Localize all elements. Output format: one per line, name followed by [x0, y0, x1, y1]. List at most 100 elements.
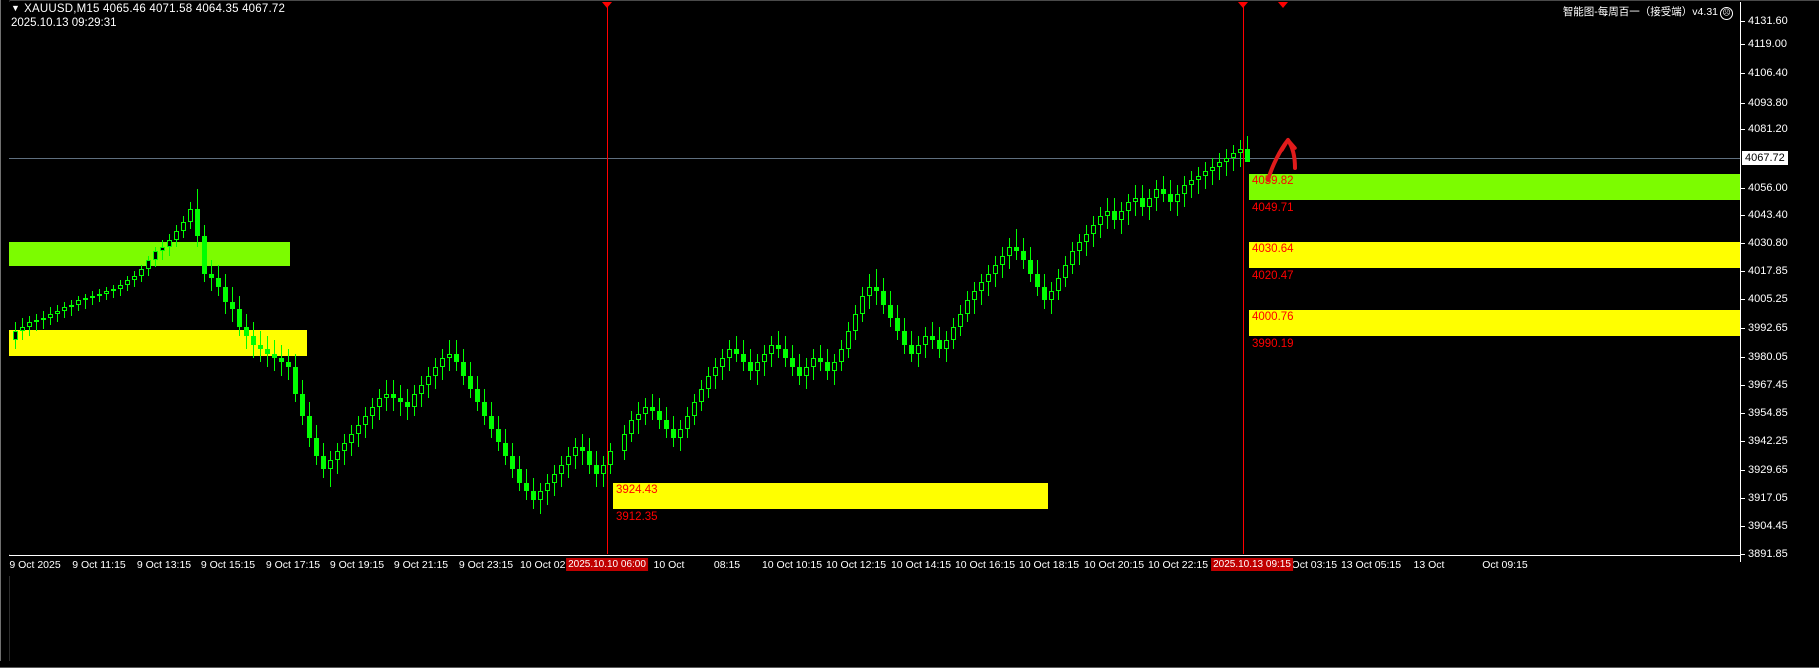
time-axis-label: 10 Oct 16:15 [954, 559, 1016, 571]
candle-body [1112, 211, 1117, 221]
candle-body [1126, 202, 1131, 212]
crosshair-line-1-top-marker[interactable] [602, 2, 612, 8]
chart-menu-caret-icon[interactable]: ▼ [11, 3, 21, 13]
candle-body [853, 313, 858, 332]
candle-body [783, 349, 788, 359]
candle-body [881, 291, 886, 305]
price-axis-label: 3954.85 [1748, 407, 1788, 419]
candle-body [888, 304, 893, 318]
candle-body [986, 273, 991, 283]
candle-body [97, 293, 102, 296]
candle-body [461, 362, 466, 376]
candle-body [1210, 166, 1215, 172]
time-axis-label: 10 Oct 22:15 [1147, 559, 1209, 571]
price-axis-tick [1741, 413, 1745, 414]
time-axis-label: 10 Oct 12:15 [825, 559, 887, 571]
candle-body [1056, 277, 1061, 292]
price-axis-tick [1741, 498, 1745, 499]
candle-body [384, 393, 389, 399]
candle-body [895, 318, 900, 332]
candle-body [251, 335, 256, 345]
candle-body [286, 362, 291, 367]
candle-body [601, 464, 606, 474]
candle-body [531, 491, 536, 501]
candle-wick [1212, 157, 1213, 185]
candle-body [447, 353, 452, 359]
zone-3924-yellow [613, 483, 1048, 509]
chart-plot-area[interactable]: 3924.43 3912.35 4059.82 4049.71 4030.64 4020.… [9, 2, 1740, 554]
candle-body [1000, 255, 1005, 265]
crosshair-line-2-top-marker[interactable] [1238, 2, 1248, 8]
chart-symbol-ohlc-header: ▼ XAUUSD,M15 4065.46 4071.58 4064.35 4067… [11, 3, 285, 15]
price-axis-tick [1741, 21, 1745, 22]
price-axis[interactable]: 4131.60 4119.00 4106.40 4093.80 4081.20 4056.… [1740, 2, 1819, 562]
crosshair-line-2[interactable] [1243, 2, 1244, 554]
candle-body [832, 362, 837, 372]
candle-body [1084, 233, 1089, 243]
candle-wick [57, 304, 58, 323]
candle-body [118, 284, 123, 290]
candle-body [1077, 242, 1082, 252]
price-axis-label: 4043.40 [1748, 209, 1788, 221]
candle-body [902, 331, 907, 345]
candle-body [1133, 197, 1138, 203]
candle-body [62, 306, 67, 312]
time-axis-label: 10 Oct 10:15 [761, 559, 823, 571]
time-axis-label: 10 Oct 14:15 [890, 559, 952, 571]
candle-body [1042, 286, 1047, 301]
crosshair-line-1[interactable] [607, 2, 608, 554]
candle-body [972, 291, 977, 301]
candle-body [174, 231, 179, 241]
candle-body [244, 326, 249, 336]
candle-body [412, 393, 417, 407]
time-axis-label: 10 Oct [653, 559, 685, 571]
candle-body [839, 349, 844, 363]
candle-body [41, 318, 46, 321]
candle-body [328, 460, 333, 470]
time-axis-crosshair-label: 2025.10.13 09:15 [1211, 558, 1293, 571]
candle-body [258, 344, 263, 350]
candle-body [132, 275, 137, 281]
time-axis[interactable]: 9 Oct 2025 9 Oct 11:15 9 Oct 13:15 9 Oct 15… [9, 555, 1740, 576]
candle-body [622, 433, 627, 452]
candle-body [293, 366, 298, 394]
candle-body [545, 482, 550, 492]
current-price-tag: 4067.72 [1742, 151, 1788, 165]
window-bottom-border [0, 661, 1819, 668]
candle-body [559, 464, 564, 474]
candle-body [139, 269, 144, 276]
candle-body [1091, 224, 1096, 234]
candle-body [125, 280, 130, 285]
candle-wick [652, 393, 653, 421]
indicator-name-label: 智能图-每周百一（接受端）v4.31 ☹ [1563, 4, 1733, 20]
candle-body [321, 455, 326, 470]
time-axis-label: 9 Oct 17:15 [265, 559, 321, 571]
zone-4000-yellow-lower-price-label: 3990.19 [1252, 338, 1294, 350]
price-axis-label: 3992.65 [1748, 322, 1788, 334]
candle-body [1182, 184, 1187, 194]
candle-body [790, 358, 795, 367]
candle-body [391, 393, 396, 399]
candle-body [188, 209, 193, 223]
candle-body [811, 358, 816, 367]
chart-top-marker-icon[interactable] [1278, 2, 1288, 8]
price-axis-tick [1741, 299, 1745, 300]
price-axis-tick [1741, 73, 1745, 74]
candle-body [209, 273, 214, 278]
candle-body [48, 313, 53, 318]
candle-body [608, 451, 613, 465]
candle-wick [1163, 175, 1164, 203]
candle-body [55, 311, 60, 314]
candle-body [741, 353, 746, 363]
candle-wick [1226, 149, 1227, 176]
price-axis-tick [1741, 357, 1745, 358]
candle-body [489, 415, 494, 430]
candle-body [944, 340, 949, 350]
candle-body [1231, 153, 1236, 158]
candle-body [510, 455, 515, 470]
candle-wick [1240, 140, 1241, 167]
indicator-close-icon[interactable]: ☹ [1720, 7, 1733, 20]
current-price-line [9, 158, 1740, 159]
candle-body [678, 429, 683, 439]
candle-body [104, 291, 109, 294]
